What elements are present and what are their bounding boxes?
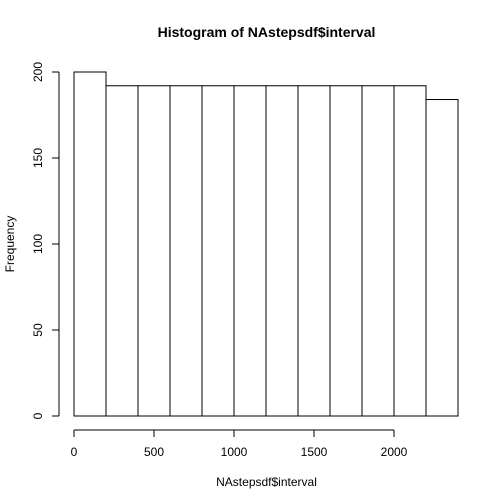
histogram-bars	[73, 71, 459, 417]
y-axis-label: Frequency	[3, 216, 17, 273]
histogram-bar	[73, 71, 107, 417]
histogram-bar	[105, 85, 139, 417]
histogram-bar	[297, 85, 331, 417]
chart-title: Histogram of NAstepsdf$interval	[158, 24, 376, 40]
histogram-bar	[265, 85, 299, 417]
x-tick-label: 1500	[301, 445, 328, 459]
histogram-bar	[329, 85, 363, 417]
histogram-bar	[361, 85, 395, 417]
histogram-bar	[425, 99, 459, 417]
x-axis-label: NAstepsdf$interval	[216, 475, 317, 489]
y-tick-label: 150	[31, 148, 45, 168]
y-axis: 0 50 100 150 200	[31, 62, 60, 419]
y-tick-label: 50	[31, 323, 45, 337]
histogram-bar	[169, 85, 203, 417]
x-axis: 0 500 1000 1500 2000	[71, 429, 408, 459]
y-tick-label: 100	[31, 234, 45, 254]
y-tick-label: 200	[31, 62, 45, 82]
histogram-bar	[137, 85, 171, 417]
x-tick-label: 1000	[221, 445, 248, 459]
x-tick-label: 500	[144, 445, 164, 459]
histogram-bar	[393, 85, 427, 417]
y-tick-label: 0	[31, 412, 45, 419]
x-tick-label: 2000	[381, 445, 408, 459]
histogram-bar	[233, 85, 267, 417]
x-tick-label: 0	[71, 445, 78, 459]
histogram-bar	[201, 85, 235, 417]
